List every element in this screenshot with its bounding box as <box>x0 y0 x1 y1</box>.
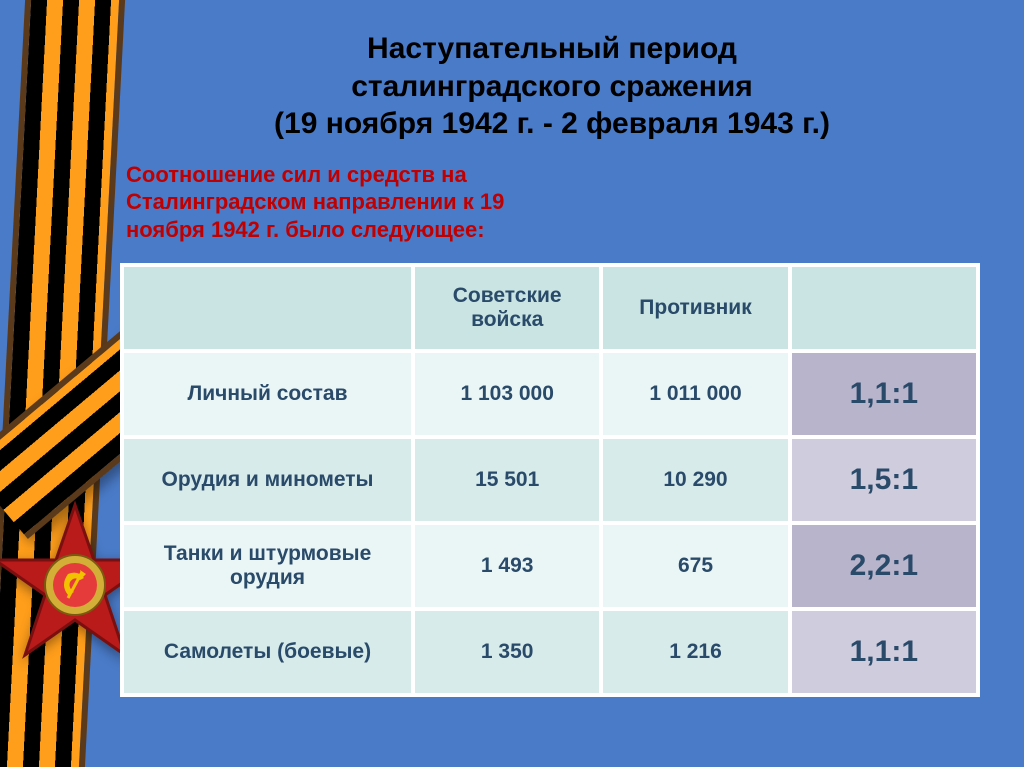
title-line-2: сталинградского сражения <box>351 70 753 103</box>
table-row: Танки и штурмовые орудия 1 493 675 2,2:1 <box>122 523 978 609</box>
cell-ratio: 2,2:1 <box>790 523 978 609</box>
subtitle-line-2: Сталинградском направлении к 19 <box>126 189 504 214</box>
cell-soviet: 1 493 <box>413 523 601 609</box>
cell-ratio: 1,5:1 <box>790 437 978 523</box>
cell-soviet: 1 350 <box>413 609 601 695</box>
slide: Наступательный период сталинградского ср… <box>0 0 1024 767</box>
subtitle-line-3: ноября 1942 г. было следующее: <box>126 217 485 242</box>
cell-ratio: 1,1:1 <box>790 609 978 695</box>
cell-enemy: 1 216 <box>601 609 789 695</box>
cell-enemy: 10 290 <box>601 437 789 523</box>
forces-table: Советские войска Противник Личный состав… <box>120 263 980 697</box>
row-label: Самолеты (боевые) <box>122 609 413 695</box>
cell-enemy: 1 011 000 <box>601 351 789 437</box>
page-title: Наступательный период сталинградского ср… <box>120 30 984 143</box>
subtitle: Соотношение сил и средств на Сталинградс… <box>126 161 686 244</box>
col-header-enemy: Противник <box>601 265 789 351</box>
title-line-3: (19 ноября 1942 г. - 2 февраля 1943 г.) <box>274 107 830 140</box>
col-header-ratio <box>790 265 978 351</box>
cell-soviet: 1 103 000 <box>413 351 601 437</box>
table-row: Самолеты (боевые) 1 350 1 216 1,1:1 <box>122 609 978 695</box>
col-header-empty <box>122 265 413 351</box>
row-label: Танки и штурмовые орудия <box>122 523 413 609</box>
col-header-soviet: Советские войска <box>413 265 601 351</box>
subtitle-line-1: Соотношение сил и средств на <box>126 162 467 187</box>
cell-soviet: 15 501 <box>413 437 601 523</box>
content: Наступательный период сталинградского ср… <box>120 30 984 697</box>
table-row: Личный состав 1 103 000 1 011 000 1,1:1 <box>122 351 978 437</box>
cell-ratio: 1,1:1 <box>790 351 978 437</box>
row-label: Личный состав <box>122 351 413 437</box>
row-label: Орудия и минометы <box>122 437 413 523</box>
cell-enemy: 675 <box>601 523 789 609</box>
table-row: Орудия и минометы 15 501 10 290 1,5:1 <box>122 437 978 523</box>
title-line-1: Наступательный период <box>367 32 737 65</box>
table-header-row: Советские войска Противник <box>122 265 978 351</box>
